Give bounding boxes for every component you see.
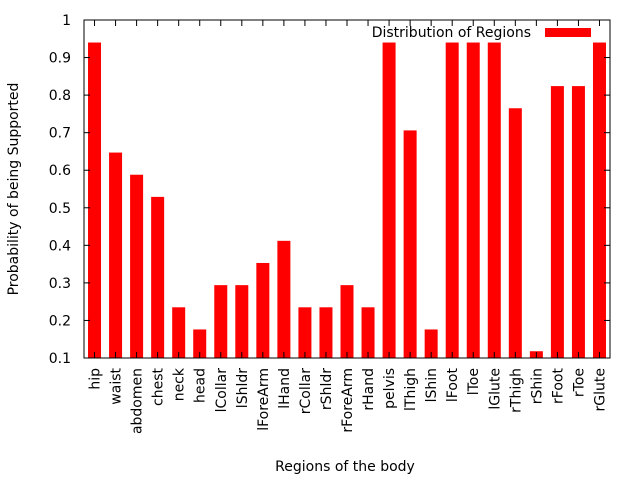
- bar-head: [193, 329, 207, 358]
- x-tick-label: rFoot: [550, 367, 566, 403]
- x-axis-label: Regions of the body: [275, 459, 415, 475]
- x-tick-label: lShldr: [235, 368, 251, 408]
- x-tick-label: rCollar: [298, 368, 314, 414]
- bar-rForeArm: [340, 285, 354, 358]
- x-tick-label: hip: [88, 368, 104, 390]
- bar-lToe: [466, 42, 480, 358]
- legend-swatch: [545, 28, 591, 37]
- x-tick-label: rThigh: [508, 368, 524, 413]
- bar-rThigh: [508, 108, 522, 358]
- y-tick-label: 0.2: [49, 313, 71, 329]
- bar-lFoot: [445, 42, 459, 358]
- y-tick-label: 0.8: [49, 88, 71, 104]
- x-tick-label: lThigh: [403, 368, 419, 411]
- bar-lShin: [424, 329, 438, 358]
- y-axis-label: Probability of being Supported: [6, 83, 22, 296]
- bar-hip: [88, 42, 102, 358]
- y-tick-label: 0.7: [49, 126, 71, 142]
- bar-lHand: [277, 240, 291, 358]
- bar-neck: [172, 307, 186, 358]
- x-tick-label: rShin: [529, 368, 545, 404]
- bar-waist: [109, 152, 123, 358]
- y-tick-label: 0.3: [49, 276, 71, 292]
- y-tick-label: 0.4: [49, 238, 71, 254]
- bar-lShldr: [235, 285, 249, 358]
- x-tick-label: rHand: [361, 368, 377, 411]
- x-tick-label: rShldr: [319, 368, 335, 410]
- y-tick-label: 0.9: [49, 51, 71, 67]
- x-tick-label: chest: [151, 367, 167, 405]
- x-tick-label: lFoot: [445, 368, 461, 403]
- x-tick-label: lToe: [466, 368, 482, 395]
- bar-rGlute: [592, 42, 606, 358]
- y-tick-label: 0.6: [49, 163, 71, 179]
- x-tick-label: lForeArm: [256, 368, 272, 431]
- x-tick-label: pelvis: [382, 368, 398, 409]
- bar-lThigh: [403, 130, 417, 358]
- bar-pelvis: [382, 42, 396, 358]
- x-tick-label: lShin: [424, 368, 440, 402]
- bar-chest: [151, 196, 165, 358]
- y-tick-label: 0.5: [49, 201, 71, 217]
- bar-abdomen: [130, 174, 144, 358]
- x-tick-label: head: [193, 368, 209, 403]
- x-tick-label: lCollar: [214, 368, 230, 413]
- x-axis: hip waist abdomen chest neck head lCollar lShld…: [88, 20, 608, 434]
- y-tick-label: 0.1: [49, 351, 71, 367]
- x-tick-label: lHand: [277, 368, 293, 409]
- bar-lCollar: [214, 285, 228, 358]
- x-tick-label: abdomen: [130, 368, 146, 434]
- x-tick-label: waist: [109, 367, 125, 404]
- x-tick-label: rForeArm: [340, 368, 356, 433]
- bar-rShldr: [319, 307, 333, 358]
- bar-rHand: [361, 307, 375, 358]
- x-tick-label: neck: [172, 367, 188, 401]
- bar-rCollar: [298, 307, 312, 358]
- bar-lGlute: [487, 42, 501, 358]
- legend: Distribution of Regions: [372, 25, 591, 41]
- plot-frame: [83, 19, 611, 359]
- x-tick-label: rToe: [571, 368, 587, 397]
- bar-rFoot: [550, 86, 564, 358]
- x-tick-label: rGlute: [592, 368, 608, 411]
- bar-rToe: [571, 86, 585, 358]
- legend-label: Distribution of Regions: [372, 25, 531, 41]
- x-tick-label: lGlute: [487, 368, 503, 410]
- y-axis: 0.1 0.2 0.3 0.4 0.5 0.6 0.7 0.8 0.9 1: [49, 13, 610, 367]
- bars-group: [88, 42, 606, 358]
- y-tick-label: 1: [62, 13, 71, 29]
- bar-lForeArm: [256, 262, 270, 358]
